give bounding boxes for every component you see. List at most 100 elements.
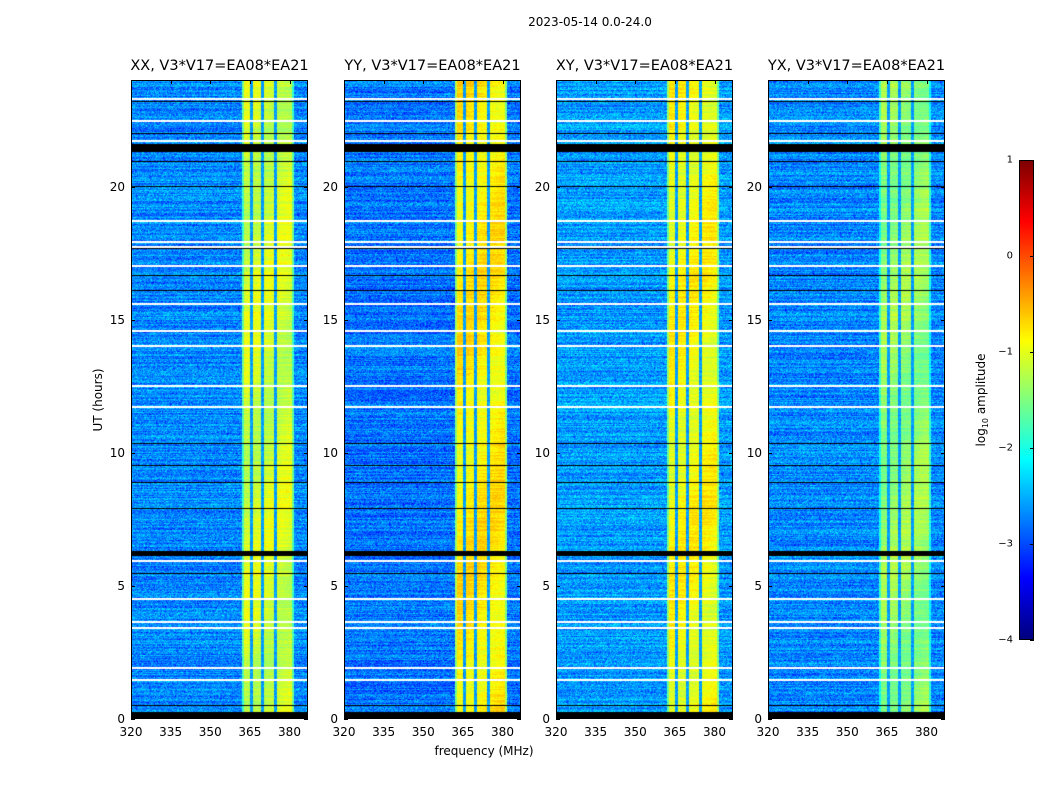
colorbar-label: log10 amplitude (974, 354, 990, 447)
x-tick-label: 335 (796, 725, 820, 739)
y-tick-label: 15 (109, 312, 125, 327)
colorbar-label-sub: 10 (981, 417, 991, 429)
y-tick-label: 5 (117, 578, 125, 593)
panel-title: YY, V3*V17=EA08*EA21 (344, 58, 521, 74)
colorbar-tick (1030, 160, 1034, 161)
colorbar-tick-label: −3 (998, 538, 1013, 550)
x-tick-label: 320 (119, 725, 143, 739)
x-tick-label: 350 (411, 725, 435, 739)
x-tick-label: 320 (544, 725, 568, 739)
heatmap-panel (131, 80, 308, 719)
y-tick (556, 452, 560, 454)
y-tick (131, 452, 135, 454)
y-tick (556, 186, 560, 188)
x-tick (926, 80, 928, 84)
x-tick-label: 335 (159, 725, 183, 739)
x-tick-label: 380 (915, 725, 938, 739)
x-tick (595, 80, 597, 84)
x-tick (635, 715, 637, 719)
y-tick (729, 585, 733, 587)
x-tick (502, 715, 504, 719)
x-tick (289, 80, 291, 84)
y-tick (941, 719, 945, 720)
x-tick-label: 335 (372, 725, 396, 739)
heatmap-panel (344, 80, 521, 719)
x-tick-label: 380 (278, 725, 301, 739)
y-tick (304, 186, 308, 188)
x-tick (131, 80, 132, 84)
x-tick-label: 365 (451, 725, 475, 739)
x-tick (807, 80, 809, 84)
x-tick (714, 715, 716, 719)
y-tick-label: 15 (746, 312, 762, 327)
x-tick (768, 715, 769, 719)
y-tick (304, 719, 308, 720)
y-tick (729, 719, 733, 720)
y-tick (556, 319, 560, 321)
heatmap-image (345, 81, 520, 718)
colorbar-tick (1030, 352, 1034, 353)
x-tick (131, 715, 132, 719)
x-tick (886, 715, 888, 719)
x-tick (714, 80, 716, 84)
colorbar-tick-label: −2 (998, 442, 1013, 454)
y-tick (344, 719, 348, 720)
colorbar-tick-label: −1 (998, 346, 1013, 358)
colorbar (1019, 160, 1034, 640)
x-tick (556, 80, 557, 84)
y-tick-label: 0 (330, 712, 338, 726)
x-tick (344, 80, 345, 84)
y-tick (556, 719, 560, 720)
x-tick (847, 715, 849, 719)
y-tick-label: 20 (746, 179, 762, 194)
y-tick-label: 10 (109, 445, 125, 460)
y-tick (131, 186, 135, 188)
x-tick (462, 715, 464, 719)
x-tick (289, 715, 291, 719)
y-tick (304, 319, 308, 321)
y-tick (768, 319, 772, 321)
x-tick (886, 80, 888, 84)
y-tick (517, 319, 521, 321)
y-tick-label: 10 (746, 445, 762, 460)
y-tick (304, 452, 308, 454)
y-tick (729, 319, 733, 321)
y-tick (941, 585, 945, 587)
x-tick (847, 80, 849, 84)
colorbar-tick (1030, 448, 1034, 449)
y-tick-label: 20 (322, 179, 338, 194)
y-tick-label: 10 (322, 445, 338, 460)
x-tick (170, 715, 172, 719)
y-tick (768, 585, 772, 587)
y-tick-label: 0 (754, 712, 762, 726)
x-tick-label: 320 (756, 725, 780, 739)
x-tick (926, 715, 928, 719)
x-tick (170, 80, 172, 84)
y-tick (941, 186, 945, 188)
x-tick (249, 80, 251, 84)
y-tick-label: 20 (534, 179, 550, 194)
colorbar-tick (1030, 640, 1034, 641)
x-tick (210, 80, 212, 84)
x-tick (635, 80, 637, 84)
x-tick (807, 715, 809, 719)
x-tick-label: 350 (835, 725, 859, 739)
heatmap-image (557, 81, 732, 718)
x-tick-label: 380 (491, 725, 514, 739)
y-tick (131, 585, 135, 587)
y-tick (768, 719, 772, 720)
y-tick-label: 5 (754, 578, 762, 593)
y-tick (344, 585, 348, 587)
y-tick-label: 5 (542, 578, 550, 593)
y-axis-label: UT (hours) (91, 368, 105, 432)
x-tick (556, 715, 557, 719)
x-tick (674, 715, 676, 719)
colorbar-tick-label: 1 (1006, 154, 1013, 166)
x-tick (423, 715, 425, 719)
x-tick (595, 715, 597, 719)
y-tick (344, 319, 348, 321)
x-tick (768, 80, 769, 84)
panel-title: YX, V3*V17=EA08*EA21 (767, 58, 946, 74)
y-tick-label: 0 (117, 712, 125, 726)
